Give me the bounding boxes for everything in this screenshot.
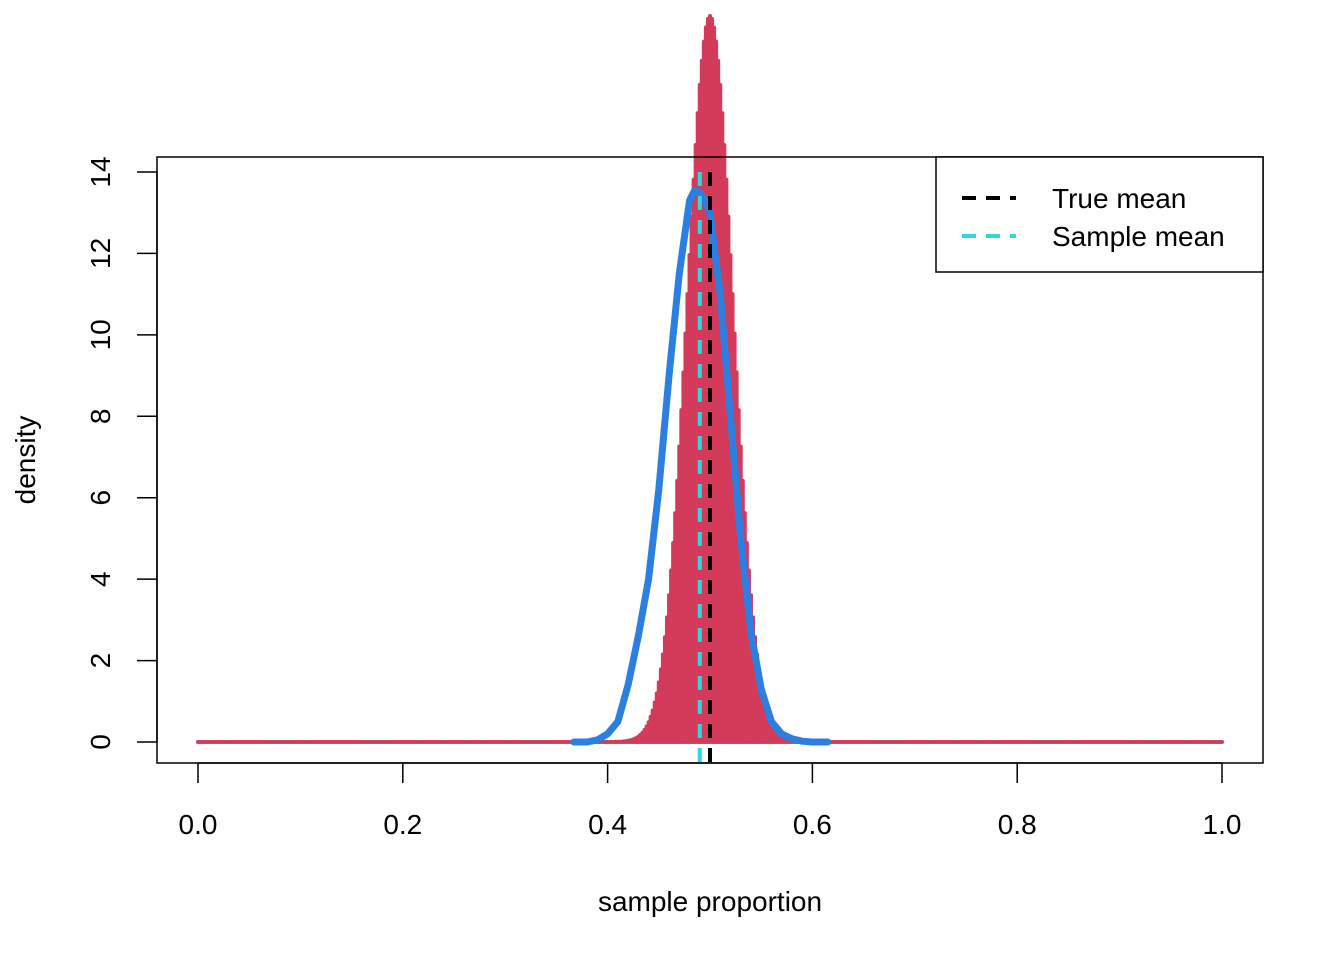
y-axis: 0 2 4 6 8 10 12 14: [85, 156, 158, 750]
density-layer: [570, 186, 832, 746]
x-tick-label: 0.8: [998, 809, 1037, 840]
y-tick-label: 6: [85, 490, 116, 506]
legend-box: [935, 156, 1264, 273]
legend: True mean Sample mean: [935, 156, 1264, 273]
x-tick-label: 0.6: [793, 809, 832, 840]
y-tick-label: 0: [85, 734, 116, 750]
density-curve: [570, 186, 832, 746]
y-tick-label: 4: [85, 571, 116, 587]
x-tick-label: 0.2: [383, 809, 422, 840]
x-tick-label: 0.0: [179, 809, 218, 840]
x-axis-label: sample proportion: [598, 886, 822, 917]
legend-sample-mean-label: Sample mean: [1052, 221, 1225, 252]
x-tick-label: 0.4: [588, 809, 627, 840]
y-tick-label: 10: [85, 319, 116, 350]
legend-true-mean-label: True mean: [1052, 183, 1186, 214]
y-tick-label: 14: [85, 156, 116, 187]
y-tick-label: 2: [85, 653, 116, 669]
bars-layer: [196, 13, 1224, 744]
x-axis: 0.0 0.2 0.4 0.6 0.8 1.0: [179, 762, 1242, 840]
y-tick-label: 12: [85, 238, 116, 269]
vlines-layer: [697, 172, 712, 763]
y-axis-label: density: [10, 416, 41, 505]
x-tick-label: 1.0: [1203, 809, 1242, 840]
y-tick-label: 8: [85, 408, 116, 424]
